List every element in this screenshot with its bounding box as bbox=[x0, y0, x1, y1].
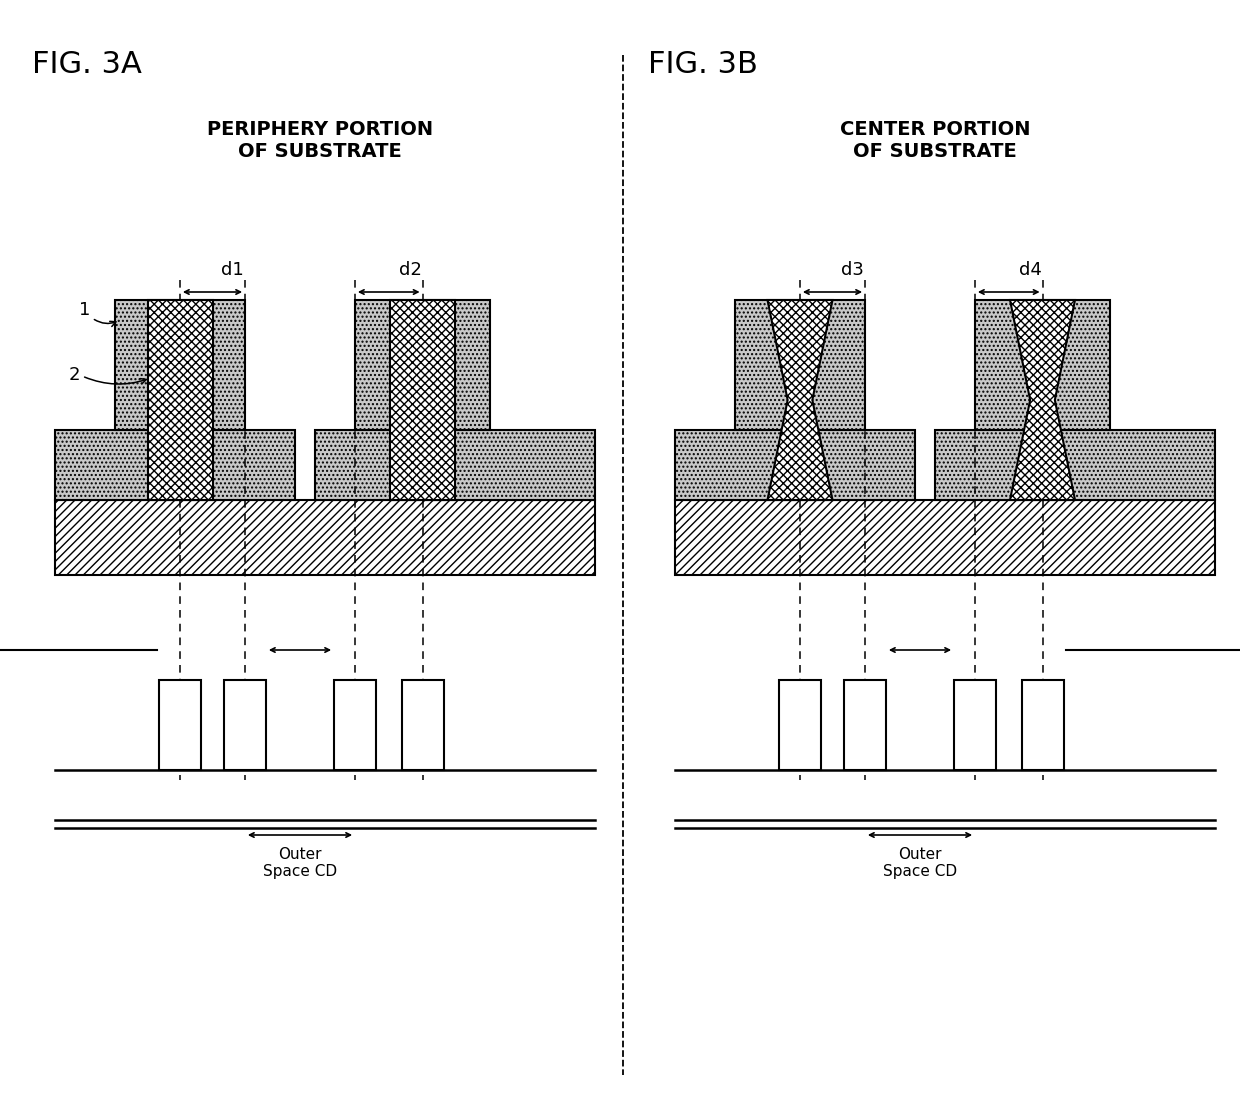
Bar bbox=[779, 680, 821, 770]
Text: PERIPHERY PORTION
OF SUBSTRATE: PERIPHERY PORTION OF SUBSTRATE bbox=[207, 120, 433, 160]
Bar bbox=[844, 680, 887, 770]
Text: CENTER PORTION
OF SUBSTRATE: CENTER PORTION OF SUBSTRATE bbox=[839, 120, 1030, 160]
Bar bbox=[675, 430, 915, 500]
Text: d1: d1 bbox=[221, 260, 244, 279]
Bar bbox=[224, 680, 267, 770]
Bar bbox=[334, 680, 376, 770]
Bar bbox=[159, 680, 201, 770]
Text: 2: 2 bbox=[68, 366, 81, 384]
Bar bbox=[935, 430, 1215, 500]
Text: Outer
Space CD: Outer Space CD bbox=[883, 847, 957, 879]
Bar bbox=[954, 680, 996, 770]
Text: d3: d3 bbox=[841, 260, 864, 279]
Bar bbox=[402, 680, 444, 770]
Text: d4: d4 bbox=[1019, 260, 1042, 279]
Bar bbox=[315, 430, 595, 500]
Bar bbox=[735, 300, 866, 430]
Bar bbox=[675, 500, 1215, 575]
Bar bbox=[975, 300, 1110, 430]
Polygon shape bbox=[768, 300, 832, 500]
Text: Outer
Space CD: Outer Space CD bbox=[263, 847, 337, 879]
Bar bbox=[55, 430, 295, 500]
Bar bbox=[55, 500, 595, 575]
Bar bbox=[391, 300, 455, 500]
Bar bbox=[148, 300, 212, 500]
Bar bbox=[355, 300, 490, 430]
Text: 1: 1 bbox=[78, 301, 91, 319]
Text: FIG. 3A: FIG. 3A bbox=[32, 49, 141, 79]
Polygon shape bbox=[1011, 300, 1075, 500]
Bar bbox=[115, 300, 246, 430]
Text: d2: d2 bbox=[399, 260, 422, 279]
Text: FIG. 3B: FIG. 3B bbox=[649, 49, 758, 79]
Bar bbox=[1022, 680, 1064, 770]
